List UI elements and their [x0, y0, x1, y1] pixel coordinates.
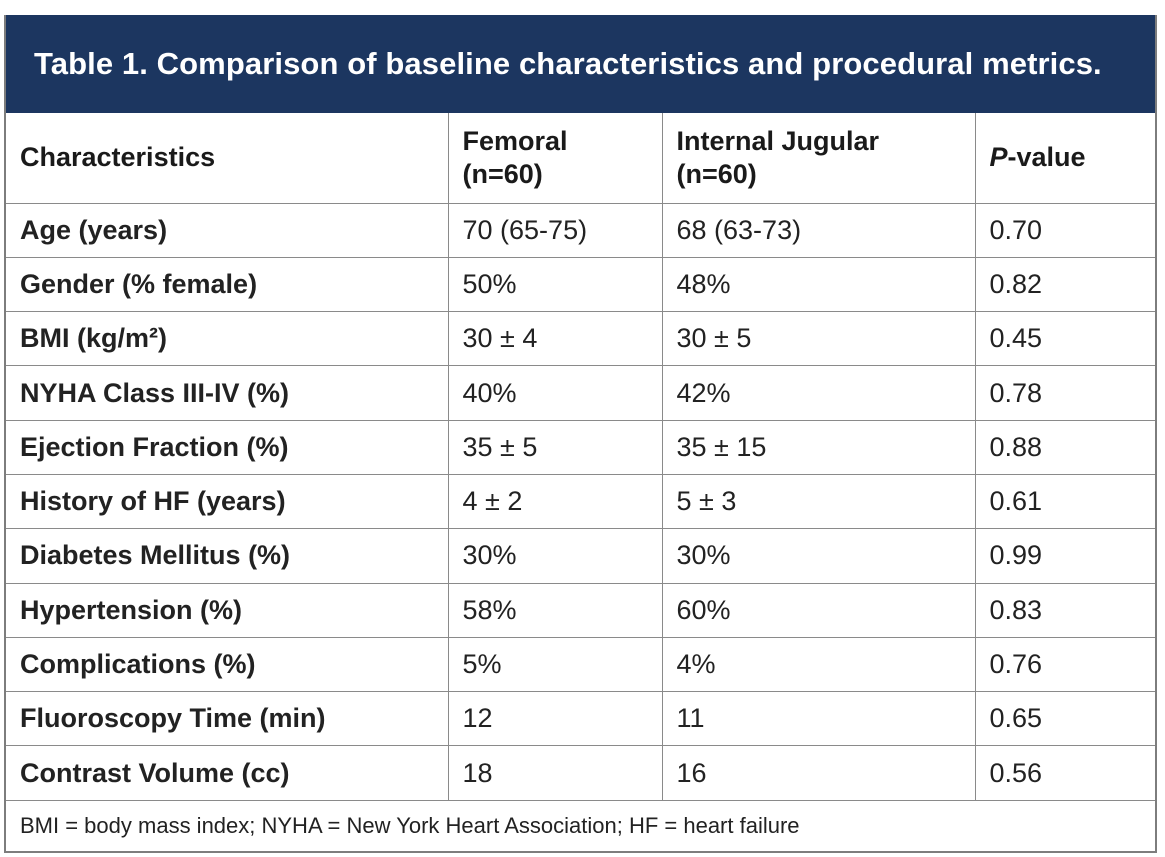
table-row: Fluoroscopy Time (min) 12 11 0.65: [6, 691, 1155, 747]
row-label: BMI (kg/m²): [6, 311, 449, 367]
header-internal-jugular: Internal Jugular (n=60): [662, 113, 976, 204]
header-femoral-n: (n=60): [462, 158, 543, 189]
row-label: Diabetes Mellitus (%): [6, 528, 449, 584]
jugular-value: 35 ± 15: [662, 420, 976, 475]
femoral-value: 40%: [448, 365, 663, 421]
jugular-value: 48%: [662, 257, 976, 313]
table-row: Ejection Fraction (%) 35 ± 5 35 ± 15 0.8…: [6, 420, 1155, 475]
p-value: 0.78: [975, 365, 1155, 421]
row-label: Complications (%): [6, 637, 449, 693]
femoral-value: 50%: [448, 257, 663, 313]
header-jugular-n: (n=60): [676, 158, 757, 189]
p-value: 0.70: [975, 203, 1155, 258]
header-p-rest: -value: [1007, 142, 1086, 173]
p-value: 0.65: [975, 691, 1155, 747]
femoral-value: 30%: [448, 528, 663, 584]
table-row: History of HF (years) 4 ± 2 5 ± 3 0.61: [6, 474, 1155, 530]
femoral-value: 5%: [448, 637, 663, 693]
femoral-value: 58%: [448, 583, 663, 638]
jugular-value: 42%: [662, 365, 976, 421]
p-value: 0.83: [975, 583, 1155, 638]
jugular-value: 4%: [662, 637, 976, 693]
row-label: History of HF (years): [6, 474, 449, 530]
jugular-value: 68 (63-73): [662, 203, 976, 258]
header-jugular-label: Internal Jugular: [676, 125, 880, 156]
table-title: Table 1. Comparison of baseline characte…: [6, 15, 1155, 113]
table-row: Complications (%) 5% 4% 0.76: [6, 637, 1155, 693]
header-p-italic: P: [989, 142, 1008, 173]
table-row: Hypertension (%) 58% 60% 0.83: [6, 583, 1155, 638]
row-label: Ejection Fraction (%): [6, 420, 449, 475]
jugular-value: 30%: [662, 528, 976, 584]
p-value: 0.99: [975, 528, 1155, 584]
row-label: Age (years): [6, 203, 449, 258]
table-row: Contrast Volume (cc) 18 16 0.56: [6, 745, 1155, 801]
table-row: BMI (kg/m²) 30 ± 4 30 ± 5 0.45: [6, 311, 1155, 367]
table-body: Age (years) 70 (65-75) 68 (63-73) 0.70 G…: [6, 203, 1155, 801]
row-label: Fluoroscopy Time (min): [6, 691, 449, 747]
header-femoral: Femoral (n=60): [448, 113, 663, 204]
jugular-value: 16: [662, 745, 976, 801]
header-characteristics-label: Characteristics: [20, 142, 216, 173]
table-row: Diabetes Mellitus (%) 30% 30% 0.99: [6, 528, 1155, 584]
femoral-value: 35 ± 5: [448, 420, 663, 475]
header-p-value: P-value: [975, 113, 1155, 204]
table-row: NYHA Class III-IV (%) 40% 42% 0.78: [6, 365, 1155, 421]
p-value: 0.82: [975, 257, 1155, 313]
header-characteristics: Characteristics: [6, 113, 449, 204]
p-value: 0.88: [975, 420, 1155, 475]
table-row: Gender (% female) 50% 48% 0.82: [6, 257, 1155, 313]
jugular-value: 11: [662, 691, 976, 747]
header-row: Characteristics Femoral (n=60) Internal …: [6, 113, 1155, 204]
femoral-value: 4 ± 2: [448, 474, 663, 530]
comparison-table: Characteristics Femoral (n=60) Internal …: [6, 113, 1155, 801]
p-value: 0.76: [975, 637, 1155, 693]
jugular-value: 5 ± 3: [662, 474, 976, 530]
femoral-value: 30 ± 4: [448, 311, 663, 367]
row-label: Gender (% female): [6, 257, 449, 313]
p-value: 0.45: [975, 311, 1155, 367]
row-label: Hypertension (%): [6, 583, 449, 638]
p-value: 0.61: [975, 474, 1155, 530]
data-table-container: Table 1. Comparison of baseline characte…: [4, 15, 1157, 853]
femoral-value: 18: [448, 745, 663, 801]
table-row: Age (years) 70 (65-75) 68 (63-73) 0.70: [6, 203, 1155, 258]
p-value: 0.56: [975, 745, 1155, 801]
row-label: Contrast Volume (cc): [6, 745, 449, 801]
jugular-value: 60%: [662, 583, 976, 638]
jugular-value: 30 ± 5: [662, 311, 976, 367]
header-femoral-label: Femoral: [462, 125, 568, 156]
femoral-value: 70 (65-75): [448, 203, 663, 258]
table-footnote: BMI = body mass index; NYHA = New York H…: [20, 812, 800, 838]
row-label: NYHA Class III-IV (%): [6, 365, 449, 421]
femoral-value: 12: [448, 691, 663, 747]
